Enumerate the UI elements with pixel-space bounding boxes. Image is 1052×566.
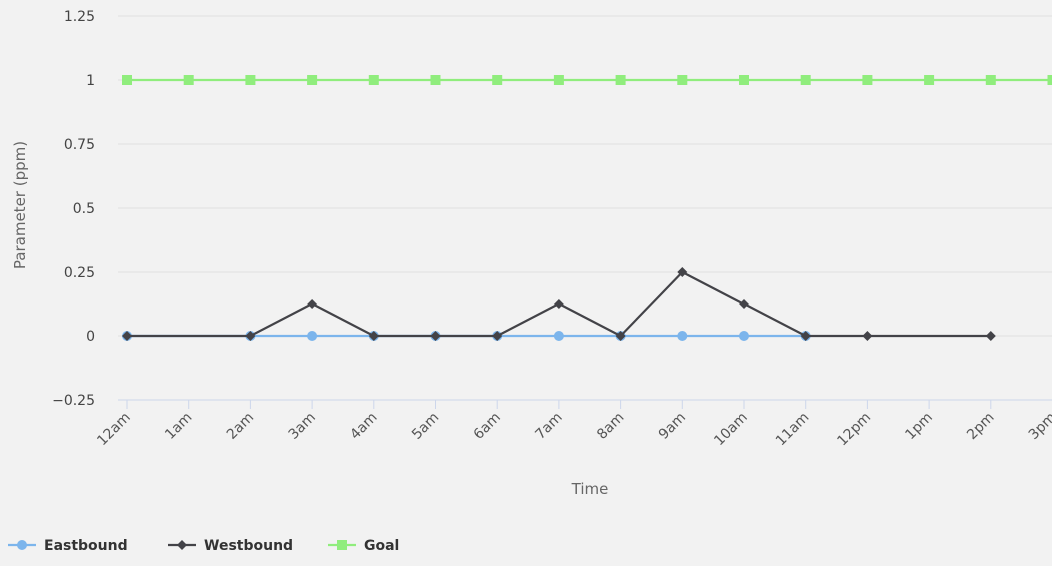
goal-point[interactable] (554, 75, 564, 85)
y-tick-label: 0.25 (64, 265, 95, 281)
legend[interactable]: Eastbound Westbound Goal (8, 538, 399, 554)
goal-point[interactable] (616, 75, 626, 85)
legend-diamond-icon[interactable] (177, 540, 187, 550)
y-tick-label: 0 (86, 329, 95, 345)
goal-point[interactable] (924, 75, 934, 85)
goal-point[interactable] (245, 75, 255, 85)
goal-point[interactable] (739, 75, 749, 85)
goal-point[interactable] (801, 75, 811, 85)
x-tick-label: 2am (224, 410, 257, 443)
x-tick-label: 12pm (834, 410, 874, 450)
x-tick-label: 2pm (964, 410, 998, 444)
x-tick-label: 6am (471, 410, 504, 443)
y-tick-label: 1 (86, 73, 95, 89)
goal-point[interactable] (184, 75, 194, 85)
legend-square-icon[interactable] (337, 540, 347, 550)
eastbound-point[interactable] (739, 331, 749, 341)
y-axis-title: Parameter (ppm) (11, 141, 29, 269)
eastbound-point[interactable] (554, 331, 564, 341)
westbound-point[interactable] (862, 331, 872, 341)
y-tick-label: −0.25 (52, 393, 95, 409)
y-axis-ticks: −0.25 0 0.25 0.5 0.75 1 1.25 (52, 9, 95, 409)
y-tick-label: 0.75 (64, 137, 95, 153)
goal-point[interactable] (986, 75, 996, 85)
grid-layer (118, 16, 1052, 400)
goal-point[interactable] (307, 75, 317, 85)
x-axis-title: Time (571, 480, 609, 498)
legend-circle-icon[interactable] (17, 540, 27, 550)
series-goal (122, 75, 1052, 85)
x-tick-label: 3am (286, 410, 319, 443)
goal-point[interactable] (431, 75, 441, 85)
y-tick-label: 1.25 (64, 9, 95, 25)
x-tick-label: 10am (711, 410, 751, 450)
westbound-point[interactable] (307, 299, 317, 309)
x-axis: 12am 1am 2am 3am 4am 5am 6am 7am 8am 9am 10am 11am 1… (94, 400, 1052, 449)
goal-point[interactable] (492, 75, 502, 85)
y-tick-label: 0.5 (73, 201, 95, 217)
x-tick-label: 9am (656, 410, 689, 443)
legend-item-westbound[interactable]: Westbound (168, 538, 293, 554)
x-tick-label: 7am (532, 410, 565, 443)
legend-label: Westbound (204, 538, 293, 554)
series-westbound (122, 267, 996, 341)
goal-point[interactable] (122, 75, 132, 85)
x-tick-label: 11am (773, 410, 813, 450)
westbound-point[interactable] (739, 299, 749, 309)
legend-label: Eastbound (44, 538, 128, 554)
x-tick-label: 1pm (902, 410, 936, 444)
x-tick-label: 12am (94, 410, 134, 450)
goal-point[interactable] (1048, 75, 1052, 85)
x-tick-label: 1am (162, 410, 195, 443)
x-tick-label: 5am (409, 410, 442, 443)
x-tick-label: 8am (594, 410, 627, 443)
goal-point[interactable] (677, 75, 687, 85)
eastbound-point[interactable] (307, 331, 317, 341)
legend-label: Goal (364, 538, 399, 554)
westbound-point[interactable] (554, 299, 564, 309)
westbound-point[interactable] (986, 331, 996, 341)
x-tick-label: 3pm (1026, 410, 1052, 444)
goal-point[interactable] (369, 75, 379, 85)
goal-point[interactable] (862, 75, 872, 85)
eastbound-point[interactable] (677, 331, 687, 341)
legend-item-goal[interactable]: Goal (328, 538, 399, 554)
legend-item-eastbound[interactable]: Eastbound (8, 538, 128, 554)
x-tick-label: 4am (347, 410, 380, 443)
